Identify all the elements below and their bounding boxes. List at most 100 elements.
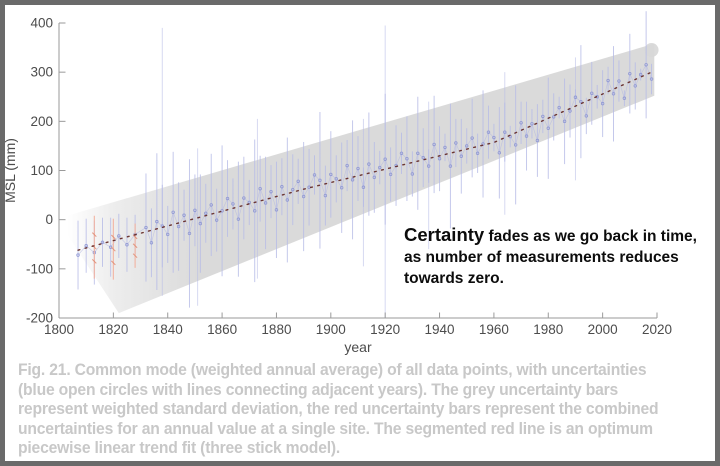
data-point-circle: [125, 243, 129, 247]
data-point-circle: [198, 221, 203, 226]
figure-caption: Fig. 21. Common mode (weighted annual av…: [18, 361, 702, 459]
data-point-circle: [541, 114, 545, 119]
x-tick-label: 1900: [316, 322, 346, 337]
msl-chart: 1800 1820 1840 1860 1880 1900 1920 1940 1960 1980…: [2, 11, 672, 356]
data-point-circle: [388, 172, 393, 177]
y-tick-label: 300: [30, 65, 53, 80]
data-point-circle: [475, 151, 480, 155]
x-tick-label: 1940: [425, 322, 455, 337]
annotation-line1-rest: fades as we go back in time,: [484, 228, 697, 245]
x-tick-label: 2000: [588, 322, 618, 337]
data-point-circle: [296, 179, 300, 184]
x-axis-label: year: [344, 339, 372, 355]
data-point-circle: [345, 163, 349, 168]
data-point-circle: [579, 99, 583, 104]
data-point-circle: [421, 156, 425, 160]
data-point-circle: [301, 194, 306, 199]
y-axis-label: MSL (mm): [2, 138, 18, 203]
caption-line: uncertainties for an annual value at a s…: [18, 419, 653, 438]
red-uncertainty-bars: [91, 215, 138, 280]
data-point-circle: [443, 145, 447, 150]
data-point-circle: [416, 151, 420, 155]
data-point-circle: [76, 253, 80, 257]
data-point-circle: [263, 201, 268, 205]
data-point-circle: [486, 130, 491, 134]
data-point-circle: [214, 218, 219, 222]
data-point-circle: [242, 196, 246, 200]
red-marker: [91, 259, 97, 264]
data-point-circle: [649, 77, 654, 81]
data-point-circle: [176, 224, 181, 229]
data-point-circle: [470, 136, 474, 140]
data-point-circle: [628, 71, 632, 76]
data-point-circle: [166, 232, 170, 237]
annotation-lead: Certainty: [404, 224, 485, 245]
data-point-circle: [236, 217, 241, 221]
data-point-circle: [492, 135, 496, 140]
x-tick-label: 1960: [479, 322, 509, 337]
data-point-circle: [274, 208, 279, 212]
data-point-circle: [546, 126, 550, 130]
data-point-circle: [334, 177, 338, 181]
data-point-circle: [584, 114, 589, 118]
data-point-circle: [193, 208, 197, 213]
data-point-circle: [465, 144, 469, 148]
axes: 1800 1820 1840 1860 1880 1900 1920 1940 1960 1980…: [2, 16, 672, 356]
x-tick-label: 1980: [533, 322, 563, 337]
data-point-circle: [530, 122, 534, 126]
data-point-circle: [497, 151, 502, 155]
red-marker: [132, 243, 138, 249]
red-marker: [111, 246, 116, 252]
annual-mean-series: [76, 11, 654, 308]
data-point-circle: [312, 173, 317, 177]
data-point-circle: [426, 164, 431, 168]
caption-line: (blue open circles with lines connecting…: [18, 380, 619, 399]
data-point-circle: [204, 211, 208, 215]
data-point-circle: [329, 172, 333, 177]
x-tick-label: 1880: [261, 322, 291, 337]
y-tick-label: 200: [30, 114, 53, 129]
data-point-circle: [405, 156, 409, 161]
x-tick-label: 1800: [44, 322, 74, 337]
data-point-circle: [524, 134, 529, 138]
data-point-circle: [432, 142, 436, 147]
data-point-circle: [225, 196, 230, 201]
data-point-circle: [399, 151, 404, 155]
trend-fit: [77, 71, 653, 251]
data-point-circle: [253, 209, 257, 213]
annotation-line-3: towards zero.: [404, 270, 504, 287]
data-point-circle: [84, 244, 88, 248]
annotation-line-2: as number of measurements reduces: [404, 249, 679, 266]
data-point-circle: [117, 234, 121, 238]
data-point-circle: [410, 172, 415, 176]
data-point-circle: [503, 130, 507, 134]
data-point-circle: [339, 186, 344, 190]
data-point-circle: [519, 121, 523, 125]
data-point-circle: [633, 84, 637, 88]
data-point-circle: [606, 78, 610, 83]
data-point-circle: [318, 178, 322, 183]
caption-line: represent weighted standard deviation, t…: [18, 400, 659, 418]
data-point-circle: [383, 157, 387, 161]
x-tick-label: 1820: [98, 322, 128, 337]
data-point-circle: [513, 143, 518, 147]
data-point-circle: [350, 178, 355, 182]
data-point-circle: [258, 186, 262, 191]
data-point-circle: [552, 115, 556, 119]
data-point-circle: [367, 162, 371, 166]
data-point-circle: [448, 164, 453, 168]
y-tick-label: -100: [26, 261, 53, 276]
data-point-circle: [590, 91, 594, 96]
data-point-circle: [149, 241, 154, 245]
red-marker: [91, 232, 97, 237]
data-point-circle: [291, 187, 295, 192]
data-point-circle: [361, 185, 366, 189]
data-point-circle: [171, 210, 175, 214]
data-point-circle: [437, 156, 442, 161]
data-point-circle: [372, 175, 377, 180]
data-point-circle: [285, 198, 290, 202]
data-point-circle: [144, 225, 148, 230]
data-point-circle: [617, 79, 621, 83]
data-point-circle: [600, 101, 605, 106]
